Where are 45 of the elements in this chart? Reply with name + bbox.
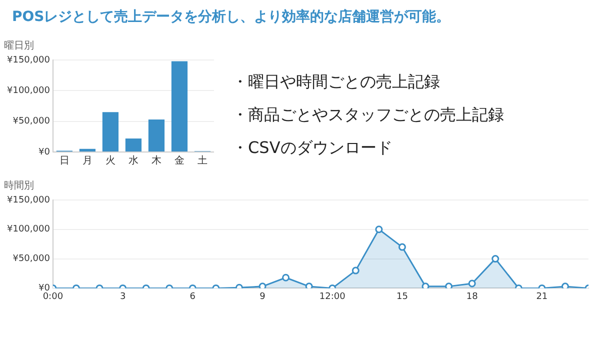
bar bbox=[125, 138, 142, 152]
bar bbox=[102, 112, 119, 152]
point bbox=[492, 255, 500, 263]
text: ・商品ごとやスタッフごとの売上記録 bbox=[232, 105, 504, 126]
chart-title: 曜日別 bbox=[4, 40, 34, 52]
point bbox=[282, 274, 290, 282]
x-tick-label: 月 bbox=[82, 156, 92, 167]
x-tick-label: 6 bbox=[190, 292, 196, 302]
x-tick-label: 日 bbox=[59, 156, 70, 167]
x-tick-label: 土 bbox=[197, 154, 208, 167]
point bbox=[422, 282, 430, 288]
x-tick-label: 18 bbox=[466, 292, 478, 302]
y-tick-label: ¥50,000 bbox=[12, 116, 50, 127]
text: POSレジとして売上データを分析し、より効率的な店舗運営が可能。 bbox=[12, 8, 450, 26]
y-tick-label: ¥150,000 bbox=[6, 195, 50, 206]
point bbox=[258, 282, 266, 288]
point bbox=[445, 282, 453, 288]
text: ・曜日や時間ごとの売上記録 bbox=[232, 72, 441, 93]
y-tick-label: ¥150,000 bbox=[6, 55, 50, 66]
x-tick-label: 12:00 bbox=[319, 292, 346, 302]
x-tick-label: 21 bbox=[536, 292, 548, 302]
point bbox=[561, 282, 569, 288]
x-tick-label: 0:00 bbox=[42, 292, 64, 302]
text: ・CSVのダウンロード bbox=[232, 138, 394, 159]
x-tick-label: 9 bbox=[260, 292, 266, 302]
x-tick-label: 15 bbox=[396, 292, 408, 302]
y-tick-label: ¥50,000 bbox=[12, 254, 50, 264]
point bbox=[375, 226, 383, 234]
x-tick-label: 木 bbox=[151, 154, 162, 167]
x-tick-label: 3 bbox=[120, 292, 126, 302]
bar bbox=[79, 148, 96, 152]
point bbox=[352, 266, 360, 274]
x-tick-label: 金 bbox=[174, 154, 184, 167]
bar bbox=[171, 61, 188, 152]
x-tick-label: 水 bbox=[128, 154, 138, 167]
point bbox=[398, 243, 406, 251]
bar bbox=[148, 119, 165, 152]
y-tick-label: ¥0 bbox=[38, 147, 50, 158]
chart-title: 時間別 bbox=[4, 180, 34, 192]
y-tick-label: ¥100,000 bbox=[6, 86, 50, 96]
point bbox=[468, 280, 476, 288]
point bbox=[305, 282, 313, 288]
y-tick-label: ¥100,000 bbox=[6, 224, 50, 235]
x-tick-label: 火 bbox=[105, 154, 116, 167]
y-tick-label: ¥0 bbox=[38, 284, 50, 294]
